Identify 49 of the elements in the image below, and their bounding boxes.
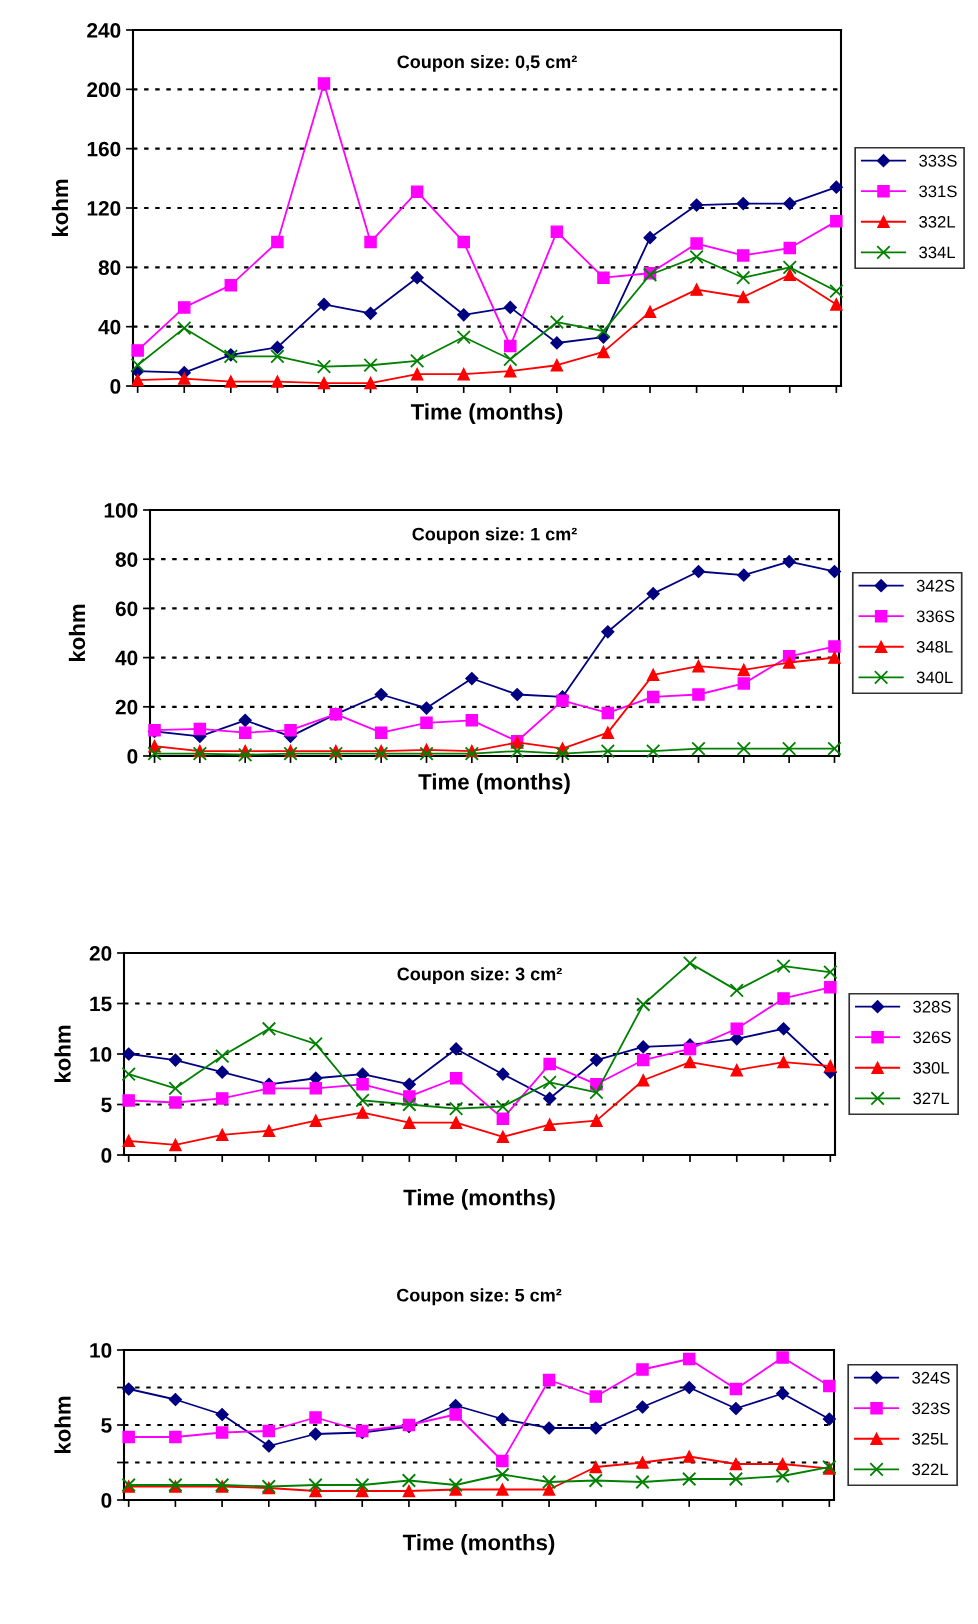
legend-label: 334L [919, 246, 956, 259]
legend-label: 348L [916, 640, 953, 653]
y-tick-label: 0 [110, 379, 121, 394]
text: Coupon size: 0,5 cm² [397, 54, 577, 72]
y-tick-label: 120 [87, 201, 121, 216]
y-tick-label: 240 [87, 23, 121, 38]
legend-label: 327L [913, 1092, 950, 1105]
y-tick-label: 200 [87, 82, 121, 98]
y-tick-label: 40 [115, 650, 138, 666]
legend-label: 330L [913, 1061, 950, 1074]
legend-label: 340L [916, 671, 953, 684]
x-axis-title: Time (months) [410, 403, 563, 425]
x-axis-title: Time (months) [418, 773, 570, 795]
y-tick-label: 20 [89, 946, 112, 961]
y-tick-label: 5 [101, 1097, 112, 1113]
legend-label: 332L [919, 215, 956, 228]
text: Coupon size: 3 cm² [397, 967, 562, 984]
legend-label: 328S [913, 1000, 951, 1013]
y-axis-title: kohm [54, 1025, 71, 1083]
y-tick-label: 60 [115, 601, 138, 617]
legend-label: 323S [912, 1402, 950, 1415]
legend-label: 333S [919, 154, 957, 167]
y-axis-title: kohm [54, 1396, 71, 1454]
y-tick-label: 0 [101, 1493, 112, 1508]
y-tick-label: 80 [98, 260, 121, 276]
y-tick-label: 20 [115, 699, 138, 715]
y-tick-label: 15 [90, 996, 112, 1012]
y-tick-label: 0 [101, 1148, 112, 1163]
x-axis-title: Time (months) [403, 1189, 555, 1210]
legend-label: 336S [916, 610, 955, 623]
y-tick-label: 0 [127, 749, 138, 764]
legend-label: 324S [912, 1371, 950, 1384]
chart-title: Coupon size: 5 cm² [396, 1288, 562, 1306]
y-tick-label: 100 [104, 503, 138, 518]
y-tick-label: 160 [87, 141, 121, 157]
legend-label: 325L [912, 1432, 949, 1445]
y-tick-label: 5 [101, 1418, 112, 1433]
y-tick-label: 10 [90, 1343, 112, 1358]
y-tick-label: 10 [90, 1047, 112, 1062]
y-axis-title: kohm [68, 604, 86, 662]
y-tick-label: 40 [98, 319, 121, 335]
text: Coupon size: 1 cm² [412, 527, 577, 545]
y-tick-label: 80 [115, 552, 138, 567]
legend-label: 331S [919, 185, 957, 198]
x-axis-title: Time (months) [402, 1534, 555, 1555]
legend-label: 342S [916, 579, 955, 592]
y-axis-title: kohm [51, 179, 69, 237]
legend-label: 326S [913, 1031, 951, 1044]
legend-label: 322L [912, 1463, 949, 1476]
